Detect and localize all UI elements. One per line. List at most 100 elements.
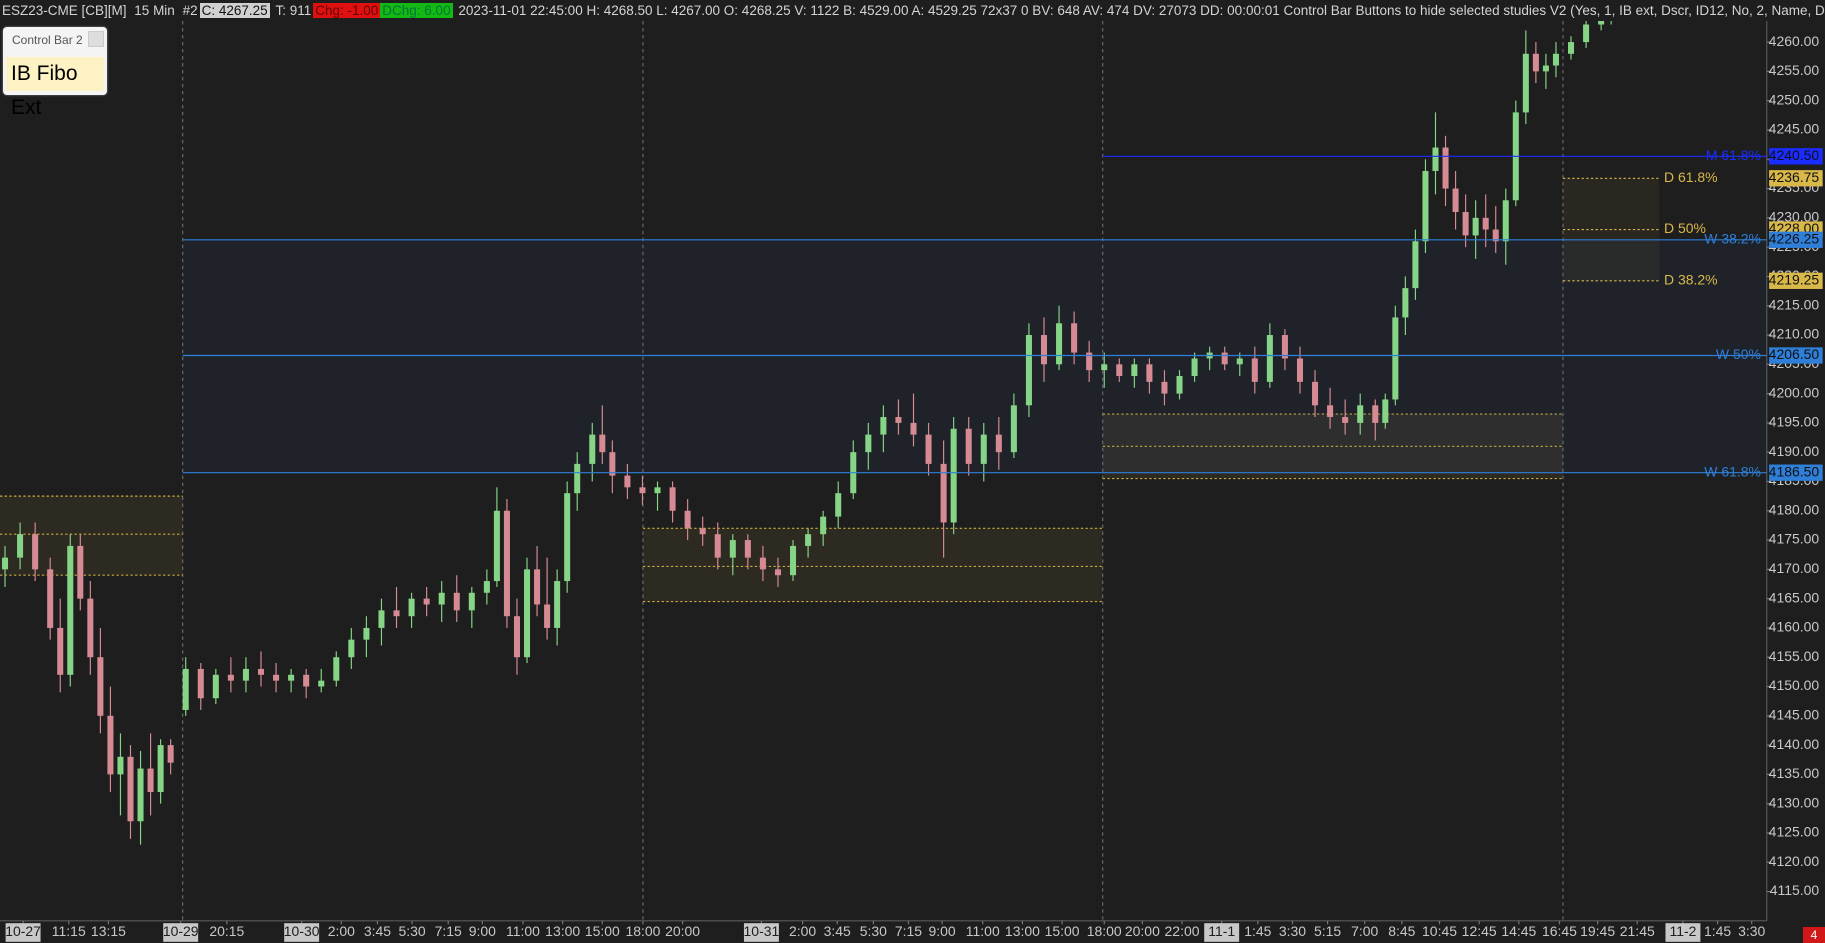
candle-body — [227, 674, 234, 681]
candle-body — [980, 434, 987, 464]
x-date-box — [284, 923, 320, 942]
candle-body — [303, 674, 310, 687]
interval: 15 Min — [134, 3, 175, 18]
candle-body — [1176, 376, 1183, 394]
candle-body — [1191, 358, 1198, 377]
candle-body — [1281, 335, 1288, 359]
x-tick-label: 20:00 — [665, 923, 700, 939]
x-tick-label: 11:00 — [506, 923, 540, 939]
x-tick-label: 10:45 — [1422, 923, 1457, 939]
y-tick-label: 4150.00 — [1769, 677, 1820, 693]
level-value-box — [1769, 148, 1823, 165]
candle-body — [97, 657, 104, 716]
candle-body — [273, 674, 280, 681]
x-tick-label: 10-30 — [284, 923, 320, 939]
candle-body — [1598, 18, 1605, 25]
x-tick-label: 5:15 — [1314, 923, 1341, 939]
candle-body — [995, 434, 1002, 453]
control-bar-title: Control Bar 2 — [12, 33, 83, 47]
y-tick-label: 4155.00 — [1769, 648, 1820, 664]
candle-body — [117, 756, 124, 775]
candle-body — [1071, 323, 1078, 353]
candle-body — [1542, 65, 1549, 72]
candle-body — [609, 452, 616, 476]
candle-body — [1116, 364, 1123, 377]
candle-body — [1357, 405, 1364, 423]
candle-body — [107, 715, 114, 775]
x-tick-label: 9:00 — [929, 923, 956, 939]
candle-body — [669, 487, 676, 511]
candle-body — [483, 581, 490, 593]
x-date-box — [163, 923, 199, 942]
candle-body — [1442, 147, 1449, 189]
level-label: D 38.2% — [1664, 271, 1718, 287]
candle-body — [599, 434, 606, 453]
alert-badge: 4 — [1803, 927, 1825, 943]
candle-body — [363, 627, 370, 640]
x-tick-label: 15:00 — [585, 923, 620, 939]
candle-body — [1342, 417, 1349, 423]
x-tick-label: 7:15 — [895, 923, 922, 939]
x-tick-label: 22:00 — [1165, 923, 1200, 939]
candle-body — [242, 668, 249, 681]
candle-body — [564, 493, 571, 582]
candle-body — [182, 668, 189, 710]
header-bar: ESZ23-CME [CB][M] 15 Min #2 C: 4267.25 T:… — [0, 0, 1825, 21]
y-tick-label: 4250.00 — [1769, 91, 1820, 107]
candle-body — [127, 756, 134, 822]
candle-body — [423, 598, 430, 605]
candle-body — [1532, 53, 1539, 72]
candle-body — [57, 627, 64, 675]
x-tick-label: 10-29 — [163, 923, 199, 939]
candle-body — [624, 475, 631, 488]
x-tick-label: 11:00 — [966, 923, 1000, 939]
candle-body — [654, 487, 661, 494]
control-bar-button[interactable]: IB Fibo Ext — [6, 57, 104, 119]
candle-body — [1372, 405, 1379, 423]
level-label: W 61.8% — [1704, 463, 1761, 479]
level-label: D 50% — [1664, 220, 1706, 236]
x-tick-label: 3:30 — [1738, 923, 1765, 939]
x-tick-label: 13:00 — [1005, 923, 1040, 939]
zone-fill — [642, 528, 1103, 602]
candle-body — [1552, 53, 1559, 66]
candle-body — [137, 768, 144, 822]
candle-body — [32, 534, 39, 570]
y-tick-label: 4140.00 — [1769, 736, 1820, 752]
x-tick-label: 16:45 — [1542, 923, 1577, 939]
x-tick-label: 15:00 — [1045, 923, 1080, 939]
candle-body — [759, 557, 766, 570]
y-tick-label: 4125.00 — [1769, 824, 1820, 840]
candle-body — [1296, 358, 1303, 382]
candle-body — [729, 540, 736, 558]
candle-body — [197, 668, 204, 699]
x-tick-label: 9:00 — [469, 923, 496, 939]
y-tick-label: 4215.00 — [1769, 296, 1820, 312]
x-tick-label: 7:15 — [435, 923, 462, 939]
candle-body — [714, 534, 721, 558]
candle-body — [147, 768, 154, 792]
y-tick-label: 4145.00 — [1769, 706, 1820, 722]
candle-body — [805, 534, 812, 546]
candle-body — [744, 540, 751, 558]
candle-body — [17, 534, 24, 558]
candle-body — [1412, 241, 1419, 289]
candle-body — [820, 516, 827, 535]
x-tick-label: 3:45 — [824, 923, 851, 939]
y-tick-label: 4180.00 — [1769, 501, 1820, 517]
control-bar-close[interactable] — [88, 31, 104, 47]
change: Chg: -1.00 — [313, 3, 381, 18]
candle-body — [257, 668, 265, 675]
candle-body — [950, 428, 957, 523]
level-label: W 38.2% — [1704, 230, 1761, 246]
x-tick-label: 3:45 — [364, 923, 391, 939]
level-value-label: 4206.50 — [1769, 346, 1820, 362]
symbol: ESZ23-CME [CB][M] — [2, 3, 127, 18]
candle-body — [1472, 217, 1479, 236]
candle-body — [1382, 399, 1389, 423]
candle-body — [524, 569, 531, 658]
candle-body — [684, 510, 691, 529]
x-tick-label: 5:30 — [860, 923, 887, 939]
